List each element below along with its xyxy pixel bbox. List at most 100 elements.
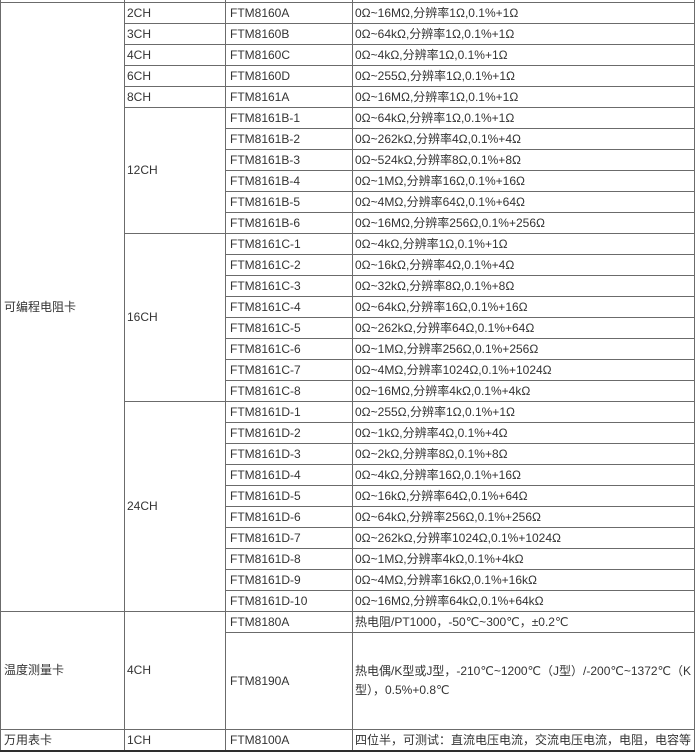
- model-cell: FTM8161C-8: [225, 380, 353, 402]
- table-row: FTM8161D-9 0Ω~4MΩ,分辨率16kΩ,0.1%+16kΩ: [1, 569, 695, 591]
- table-row: 可编程电阻卡 2CH FTM8160A 0Ω~16MΩ,分辨率1Ω,0.1%+1Ω: [0, 2, 695, 612]
- model-cell: FTM8161C-5: [225, 317, 353, 339]
- spec-cell: 0Ω~262kΩ,分辨率64Ω,0.1%+64Ω: [352, 317, 695, 339]
- channel-cell: 4CH: [124, 44, 226, 66]
- spec-cell: 0Ω~1MΩ,分辨率4kΩ,0.1%+4kΩ: [352, 548, 695, 570]
- model-cell: FTM8161B-5: [225, 191, 353, 213]
- channel-cell: 4CH: [124, 611, 226, 730]
- category-cell: 可编程电阻卡: [0, 2, 125, 612]
- spec-cell: 0Ω~16kΩ,分辨率64Ω,0.1%+64Ω: [352, 485, 695, 507]
- spec-cell: 0Ω~1kΩ,分辨率4Ω,0.1%+4Ω: [352, 422, 695, 444]
- model-cell: FTM8100A: [225, 729, 353, 752]
- model-cell: FTM8161B-1: [225, 107, 353, 129]
- spec-cell: 0Ω~16kΩ,分辨率4Ω,0.1%+4Ω: [352, 254, 695, 276]
- spec-cell: 0Ω~4kΩ,分辨率1Ω,0.1%+1Ω: [352, 44, 695, 66]
- spec-cell: 0Ω~64kΩ,分辨率16Ω,0.1%+16Ω: [352, 296, 695, 318]
- model-cell: FTM8160B: [225, 23, 353, 45]
- model-cell: FTM8161D-3: [225, 443, 353, 465]
- spec-cell: 0Ω~4MΩ,分辨率1024Ω,0.1%+1024Ω: [352, 359, 695, 381]
- table-row: FTM8161C-4 0Ω~64kΩ,分辨率16Ω,0.1%+16Ω: [1, 296, 695, 318]
- table-row: 24CH FTM8161D-1 0Ω~255Ω,分辨率1Ω,0.1%+1Ω: [1, 401, 695, 612]
- model-cell: FTM8190A: [225, 632, 353, 730]
- spec-cell: 0Ω~16MΩ,分辨率64kΩ,0.1%+64kΩ: [352, 590, 695, 612]
- table-row: FTM8190A 热电偶/K型或J型，-210℃~1200℃（J型）/-200℃~…: [1, 632, 695, 730]
- model-cell: FTM8161D-7: [225, 527, 353, 549]
- spec-cell: 0Ω~64kΩ,分辨率256Ω,0.1%+256Ω: [352, 506, 695, 528]
- channel-cell: 8CH: [124, 86, 226, 108]
- table-row: 3CH FTM8160B 0Ω~64kΩ,分辨率1Ω,0.1%+1Ω: [1, 23, 695, 45]
- spec-cell: 热电阻/PT1000，-50℃~300℃，±0.2℃: [352, 611, 695, 633]
- model-cell: FTM8161A: [225, 86, 353, 108]
- model-cell: FTM8160D: [225, 65, 353, 87]
- spec-cell: 0Ω~4MΩ,分辨率64Ω,0.1%+64Ω: [352, 191, 695, 213]
- spec-cell: 0Ω~1MΩ,分辨率16Ω,0.1%+16Ω: [352, 170, 695, 192]
- model-cell: FTM8161D-1: [225, 401, 353, 423]
- table-row: 4CH FTM8160C 0Ω~4kΩ,分辨率1Ω,0.1%+1Ω: [1, 44, 695, 66]
- table-row: 8CH FTM8161A 0Ω~16MΩ,分辨率1Ω,0.1%+1Ω: [1, 86, 695, 108]
- channel-cell: 2CH: [124, 2, 226, 24]
- channel-cell: 1CH: [124, 729, 226, 752]
- spec-cell: 0Ω~524kΩ,分辨率8Ω,0.1%+8Ω: [352, 149, 695, 171]
- spec-cell: 0Ω~4MΩ,分辨率16kΩ,0.1%+16kΩ: [352, 569, 695, 591]
- model-cell: FTM8161D-9: [225, 569, 353, 591]
- table-row: FTM8161C-5 0Ω~262kΩ,分辨率64Ω,0.1%+64Ω: [1, 317, 695, 339]
- channel-cell: 24CH: [124, 401, 226, 612]
- model-cell: FTM8160A: [225, 2, 353, 24]
- table-row: FTM8161C-6 0Ω~1MΩ,分辨率256Ω,0.1%+256Ω: [1, 338, 695, 360]
- model-cell: FTM8161D-6: [225, 506, 353, 528]
- table-row: FTM8161B-4 0Ω~1MΩ,分辨率16Ω,0.1%+16Ω: [1, 170, 695, 192]
- channel-cell: 3CH: [124, 23, 226, 45]
- table-row: 16CH FTM8161C-1 0Ω~4kΩ,分辨率1Ω,0.1%+1Ω: [1, 233, 695, 402]
- table-row: 12CH FTM8161B-1 0Ω~64kΩ,分辨率1Ω,0.1%+1Ω: [1, 107, 695, 234]
- model-cell: FTM8161C-2: [225, 254, 353, 276]
- model-cell: FTM8161D-5: [225, 485, 353, 507]
- channel-cell: 12CH: [124, 107, 226, 234]
- model-cell: FTM8161C-3: [225, 275, 353, 297]
- table-row: 万用表卡 1CH FTM8100A 四位半，可测试：直流电压电流，交流电压电流，电阻，…: [0, 729, 695, 752]
- model-cell: FTM8161B-3: [225, 149, 353, 171]
- spec-cell: 0Ω~16MΩ,分辨率256Ω,0.1%+256Ω: [352, 212, 695, 234]
- table-row: FTM8161B-5 0Ω~4MΩ,分辨率64Ω,0.1%+64Ω: [1, 191, 695, 213]
- spec-cell: 0Ω~16MΩ,分辨率4kΩ,0.1%+4kΩ: [352, 380, 695, 402]
- channel-cell: 16CH: [124, 233, 226, 402]
- model-cell: FTM8161D-8: [225, 548, 353, 570]
- table-row: FTM8161B-3 0Ω~524kΩ,分辨率8Ω,0.1%+8Ω: [1, 149, 695, 171]
- model-cell: FTM8161C-1: [225, 233, 353, 255]
- spec-cell: 0Ω~1MΩ,分辨率256Ω,0.1%+256Ω: [352, 338, 695, 360]
- table-row: 温度测量卡 4CH FTM8180A 热电阻/PT1000，-50℃~300℃，±0.…: [0, 611, 695, 730]
- spec-cell: 0Ω~4kΩ,分辨率16Ω,0.1%+16Ω: [352, 464, 695, 486]
- spec-cell: 0Ω~262kΩ,分辨率4Ω,0.1%+4Ω: [352, 128, 695, 150]
- model-cell: FTM8180A: [225, 611, 353, 633]
- channel-cell: 6CH: [124, 65, 226, 87]
- spec-cell: 0Ω~16MΩ,分辨率1Ω,0.1%+1Ω: [352, 2, 695, 24]
- table-row: FTM8161D-5 0Ω~16kΩ,分辨率64Ω,0.1%+64Ω: [1, 485, 695, 507]
- spec-cell: 0Ω~32kΩ,分辨率8Ω,0.1%+8Ω: [352, 275, 695, 297]
- category-cell: 万用表卡: [0, 729, 125, 752]
- spec-cell: 0Ω~255Ω,分辨率1Ω,0.1%+1Ω: [352, 65, 695, 87]
- table-row: FTM8161D-6 0Ω~64kΩ,分辨率256Ω,0.1%+256Ω: [1, 506, 695, 528]
- model-cell: FTM8160C: [225, 44, 353, 66]
- spec-cell: 0Ω~64kΩ,分辨率1Ω,0.1%+1Ω: [352, 107, 695, 129]
- category-cell: 温度测量卡: [0, 611, 125, 730]
- spec-cell: 0Ω~16MΩ,分辨率1Ω,0.1%+1Ω: [352, 86, 695, 108]
- model-cell: FTM8161C-7: [225, 359, 353, 381]
- table-row: FTM8161C-3 0Ω~32kΩ,分辨率8Ω,0.1%+8Ω: [1, 275, 695, 297]
- table-row: FTM8161C-2 0Ω~16kΩ,分辨率4Ω,0.1%+4Ω: [1, 254, 695, 276]
- table-row: FTM8161C-8 0Ω~16MΩ,分辨率4kΩ,0.1%+4kΩ: [1, 380, 695, 402]
- model-cell: FTM8161B-2: [225, 128, 353, 150]
- table-row: FTM8161D-7 0Ω~262kΩ,分辨率1024Ω,0.1%+1024Ω: [1, 527, 695, 549]
- table-row: FTM8161D-2 0Ω~1kΩ,分辨率4Ω,0.1%+4Ω: [1, 422, 695, 444]
- model-cell: FTM8161D-10: [225, 590, 353, 612]
- model-cell: FTM8161D-4: [225, 464, 353, 486]
- model-cell: FTM8161C-6: [225, 338, 353, 360]
- spec-cell: 0Ω~64kΩ,分辨率1Ω,0.1%+1Ω: [352, 23, 695, 45]
- spec-cell: 热电偶/K型或J型，-210℃~1200℃（J型）/-200℃~1372℃（K型…: [352, 632, 695, 730]
- model-cell: FTM8161D-2: [225, 422, 353, 444]
- spec-cell: 0Ω~2kΩ,分辨率8Ω,0.1%+8Ω: [352, 443, 695, 465]
- spec-cell: 0Ω~4kΩ,分辨率1Ω,0.1%+1Ω: [352, 233, 695, 255]
- model-cell: FTM8161C-4: [225, 296, 353, 318]
- spec-cell: 四位半，可测试：直流电压电流，交流电压电流，电阻，电容等: [352, 729, 695, 752]
